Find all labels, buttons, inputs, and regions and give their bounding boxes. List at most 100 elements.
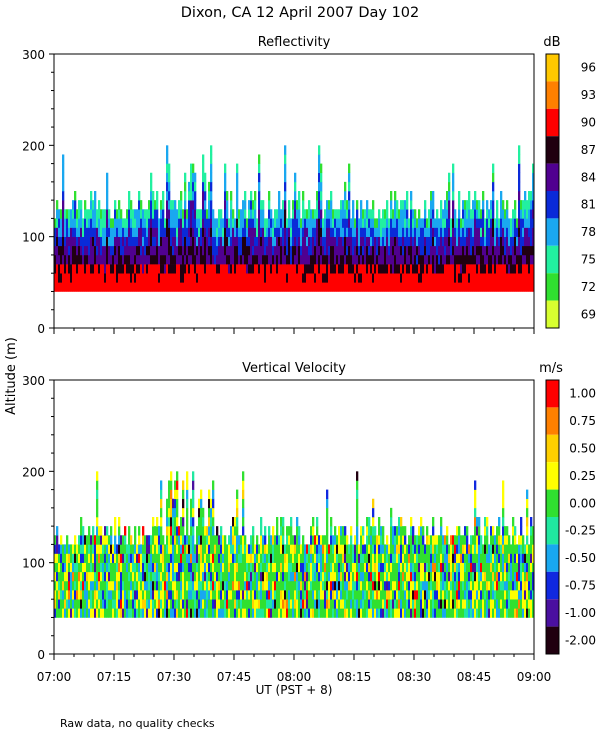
y-tick-label: 100 [22, 231, 45, 245]
data-cell [336, 264, 339, 274]
data-cell [518, 227, 521, 237]
data-cell [340, 571, 343, 582]
data-cell [356, 580, 359, 591]
data-cell [514, 608, 517, 618]
data-cell [214, 282, 217, 292]
data-cell [352, 608, 355, 618]
data-cell [394, 580, 397, 591]
data-cell [130, 218, 133, 228]
data-cell [372, 562, 375, 573]
data-cell [458, 526, 461, 536]
data-cell [156, 227, 159, 237]
data-cell [202, 254, 205, 265]
data-cell [282, 562, 285, 573]
data-cell [172, 562, 175, 573]
data-cell [98, 209, 101, 219]
data-cell [344, 200, 347, 210]
data-cell [326, 580, 329, 591]
data-cell [200, 562, 203, 573]
data-cell [338, 562, 341, 573]
data-cell [176, 507, 179, 518]
data-cell [326, 599, 329, 609]
data-cell [188, 218, 191, 228]
data-cell [224, 200, 227, 210]
data-cell [402, 590, 405, 600]
data-cell [82, 553, 85, 563]
data-cell [304, 245, 307, 256]
data-cell [112, 245, 115, 256]
data-cell [414, 264, 417, 274]
data-cell [94, 218, 97, 228]
data-cell [476, 517, 479, 527]
data-cell [58, 236, 61, 247]
data-cell [168, 236, 171, 247]
data-cell [56, 236, 59, 247]
data-cell [302, 544, 305, 554]
data-cell [318, 571, 321, 582]
data-cell [206, 580, 209, 591]
data-cell [258, 200, 261, 210]
data-cell [472, 209, 475, 219]
data-cell [174, 599, 177, 609]
data-cell [114, 535, 117, 545]
data-cell [392, 227, 395, 237]
data-cell [204, 599, 207, 609]
data-cell [270, 273, 273, 283]
data-cell [498, 562, 501, 573]
data-cell [452, 264, 455, 274]
colorbar-tick-label: 72 [581, 280, 596, 294]
data-cell [200, 590, 203, 600]
data-cell [104, 590, 107, 600]
data-cell [226, 209, 229, 219]
data-cell [384, 245, 387, 256]
data-cell [132, 227, 135, 237]
data-cell [396, 562, 399, 573]
data-cell [182, 608, 185, 618]
data-cell [146, 218, 149, 228]
data-cell [478, 571, 481, 582]
data-cell [458, 544, 461, 554]
data-cell [168, 571, 171, 582]
data-cell [134, 209, 137, 219]
data-cell [532, 599, 535, 609]
data-cell [150, 580, 153, 591]
data-cell [516, 544, 519, 554]
data-cell [470, 273, 473, 283]
data-cell [120, 544, 123, 554]
data-cell [294, 200, 297, 210]
data-cell [190, 264, 193, 274]
data-cell [156, 599, 159, 609]
data-cell [456, 273, 459, 283]
data-cell [504, 264, 507, 274]
data-cell [162, 553, 165, 563]
data-cell [504, 599, 507, 609]
data-cell [284, 181, 287, 192]
data-cell [452, 227, 455, 237]
data-cell [310, 544, 313, 554]
data-cell [290, 254, 293, 265]
data-cell [186, 526, 189, 536]
data-cell [230, 535, 233, 545]
data-cell [288, 526, 291, 536]
data-cell [368, 209, 371, 219]
data-cell [478, 562, 481, 573]
data-cell [116, 264, 119, 274]
data-cell [180, 544, 183, 554]
data-cell [202, 227, 205, 237]
data-cell [128, 526, 131, 536]
data-cell [448, 200, 451, 210]
data-cell [302, 200, 305, 210]
data-cell [56, 227, 59, 237]
data-cell [264, 227, 267, 237]
data-cell [494, 562, 497, 573]
data-cell [336, 282, 339, 292]
data-cell [74, 544, 77, 554]
data-cell [188, 264, 191, 274]
data-cell [306, 599, 309, 609]
data-cell [264, 544, 267, 554]
data-cell [66, 264, 69, 274]
data-cell [152, 608, 155, 618]
data-cell [236, 236, 239, 247]
data-cell [220, 273, 223, 283]
data-cell [80, 227, 83, 237]
